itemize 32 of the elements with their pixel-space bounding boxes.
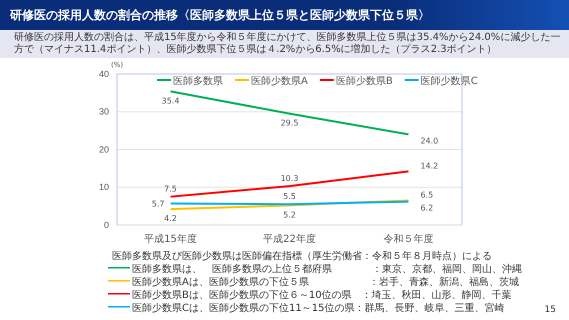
text: 医師多数県は、 医師多数県の上位５都府県 ：東京、京都、福岡、岡山、沖縄: [132, 263, 522, 275]
legend-label: 医師多数県: [173, 75, 223, 87]
y-tick-label: 40: [98, 68, 109, 79]
y-tick-label: 30: [98, 106, 109, 117]
x-tick-label: 令和５年度: [383, 233, 434, 246]
y-tick-label: 20: [98, 144, 109, 154]
data-label: 6.5: [420, 190, 434, 200]
text: 医師少数県Cは、医師少数県の下位11～15位の県：群馬、長野、岐阜、三重、宮崎: [132, 302, 504, 314]
chart-title: 研修医の採用人数の割合の推移〈医師多数県上位５県と医師少数県下位５県〉: [0, 0, 569, 30]
data-label: 5.5: [283, 192, 296, 202]
chart-subtitle: 研修医の採用人数の割合は、平成15年度から令和５年度にかけて、医師多数県上位５県は35.4%から24.0%に減少した一方で（マイナス11.4ポイント）、医師少数県下位５県は４.2%から6.5%に増加した（プラス2.3ポイント）: [0, 30, 569, 58]
x-tick-label: 平成22年度: [263, 233, 316, 246]
data-label: 24.0: [420, 136, 438, 146]
data-label: 29.5: [280, 118, 298, 128]
x-tick-label: 平成15年度: [144, 233, 197, 246]
text: 15: [544, 305, 556, 315]
data-label: 5.7: [152, 199, 165, 208]
data-label: 7.5: [164, 184, 177, 194]
text: 医師多数県及び医師少数県は医師偏在指標（厚生労働省：令和５年８月時点）による: [112, 250, 492, 262]
legend-label: 医師少数県B: [336, 75, 393, 87]
legend-label: 医師少数県C: [420, 75, 478, 87]
y-tick-label: 10: [98, 182, 109, 192]
data-label: 14.2: [420, 161, 438, 170]
data-label: 5.2: [283, 210, 296, 220]
text: 医師少数県Aは、医師少数県の下位５県 ：岩手、青森、新潟、福島、茨城: [132, 276, 519, 288]
data-label: 4.2: [164, 214, 177, 224]
text: 医師少数県Bは、医師少数県の下位６～10位の県 ：埼玉、秋田、山形、静岡、千葉: [132, 289, 512, 301]
data-label: 6.2: [420, 204, 434, 213]
legend-label: 医師少数県A: [251, 75, 308, 87]
y-tick-label: 0: [104, 220, 109, 230]
data-label: 10.3: [280, 174, 298, 184]
data-label: 35.4: [162, 96, 180, 106]
